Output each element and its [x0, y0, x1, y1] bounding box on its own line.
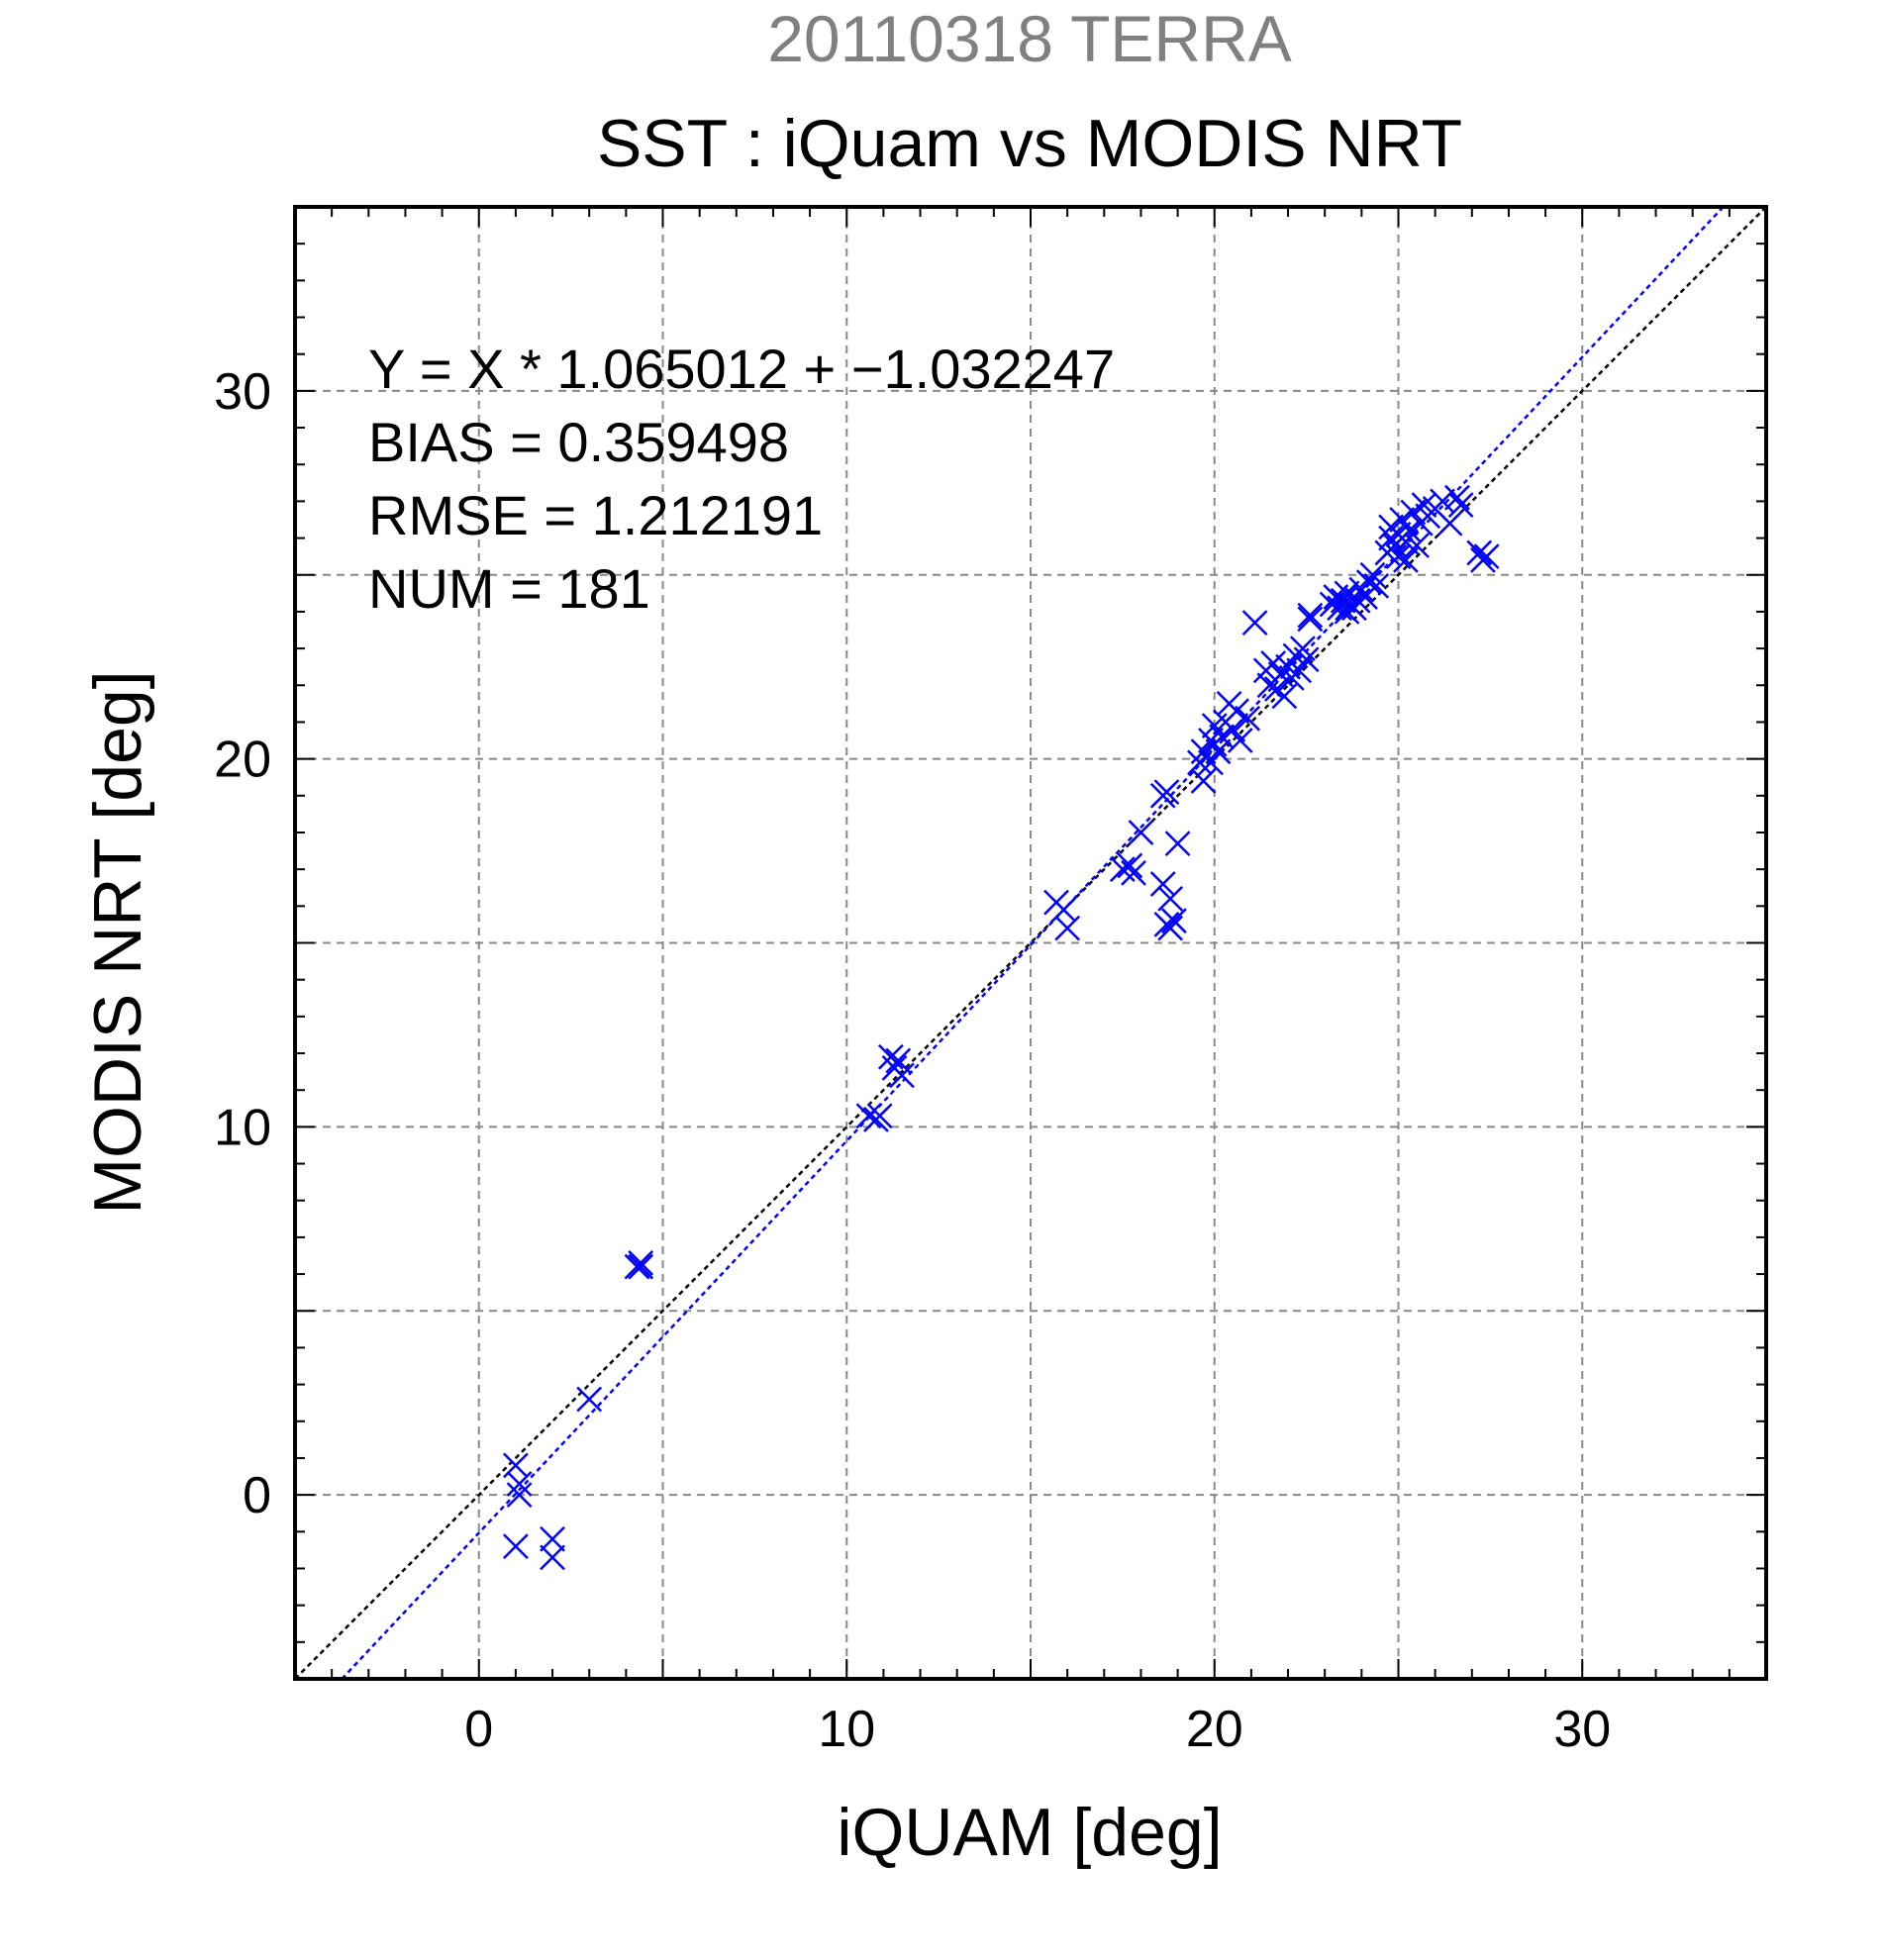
data-point: [1227, 728, 1253, 753]
data-point: [1121, 859, 1146, 886]
data-point: [1385, 543, 1412, 570]
data-point: [1430, 488, 1455, 515]
chart-title: SST : iQuam vs MODIS NRT: [597, 106, 1462, 181]
data-point: [1404, 533, 1430, 558]
data-point: [1466, 539, 1493, 566]
data-point: [1161, 908, 1187, 934]
data-point: [540, 1525, 565, 1552]
x-tick-label: 10: [818, 1701, 875, 1758]
grid-lines: [295, 207, 1766, 1679]
annotation-num: NUM = 181: [368, 557, 650, 620]
data-point: [885, 1047, 912, 1074]
data-point: [1378, 525, 1404, 551]
regression-line: [341, 206, 1725, 1680]
data-point: [1157, 886, 1184, 912]
data-point: [1205, 738, 1232, 765]
data-point: [506, 1482, 533, 1509]
data-point: [1363, 573, 1390, 599]
data-point: [1260, 650, 1287, 676]
data-point: [1393, 546, 1419, 573]
x-tick-label: 0: [464, 1701, 493, 1758]
data-point: [1220, 717, 1246, 742]
data-points: [503, 484, 1500, 1571]
data-point: [1297, 602, 1324, 629]
data-point: [1190, 768, 1217, 794]
data-point: [628, 1253, 654, 1280]
y-tick-label: 30: [214, 363, 271, 421]
data-point: [1447, 492, 1474, 519]
data-point: [1128, 820, 1154, 845]
data-point: [855, 1103, 882, 1129]
data-point: [1054, 915, 1081, 941]
data-point: [1400, 499, 1427, 526]
data-point: [1293, 646, 1320, 673]
annotation-bias: BIAS = 0.359498: [368, 411, 789, 473]
data-point: [1271, 683, 1298, 710]
chart-supertitle: 20110318 TERRA: [767, 2, 1292, 75]
y-axis-label: MODIS NRT [deg]: [80, 670, 155, 1214]
data-point: [866, 1103, 893, 1129]
data-point: [1297, 606, 1324, 633]
data-point: [889, 1062, 915, 1089]
data-point: [1050, 897, 1077, 923]
data-point: [1224, 698, 1249, 725]
data-point: [628, 1250, 654, 1276]
data-point: [1164, 831, 1191, 857]
data-point: [1241, 610, 1268, 636]
annotation-rmse: RMSE = 1.212191: [368, 484, 823, 546]
data-point: [1157, 915, 1184, 941]
data-point: [1153, 779, 1180, 805]
identity-line-group: [294, 206, 1767, 1680]
data-point: [1444, 484, 1470, 511]
x-axis-label: iQUAM [deg]: [837, 1795, 1222, 1870]
y-tick-label: 10: [214, 1099, 271, 1156]
plot-frame: [293, 205, 1768, 1681]
tick-labels: 0 10 20 30 0 10 20 30: [214, 363, 1611, 1758]
data-point: [1117, 852, 1143, 879]
x-tick-label: 20: [1186, 1701, 1243, 1758]
data-point: [506, 1471, 533, 1497]
y-tick-label: 0: [243, 1467, 271, 1524]
data-point: [1235, 705, 1261, 732]
data-point: [1355, 569, 1382, 596]
data-point: [503, 1533, 529, 1560]
data-point: [1470, 546, 1496, 573]
data-point: [1436, 510, 1463, 537]
x-tick-label: 30: [1553, 1701, 1611, 1758]
y-tick-label: 20: [214, 732, 271, 789]
annotation-equation: Y = X * 1.065012 + −1.032247: [368, 338, 1115, 400]
data-point: [1286, 657, 1313, 684]
data-point: [540, 1544, 565, 1571]
data-point: [1149, 871, 1176, 897]
data-point: [576, 1386, 603, 1413]
